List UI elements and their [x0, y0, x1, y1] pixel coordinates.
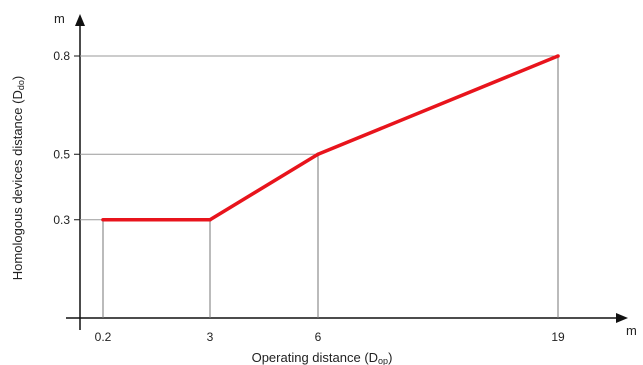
x-tick-label: 3 [207, 330, 214, 344]
data-point [101, 217, 105, 222]
data-point [316, 152, 320, 157]
y-axis-title: Homologous devices distance (Ddo) [10, 76, 26, 280]
x-tick-label: 19 [551, 330, 565, 344]
y-axis-arrow [75, 14, 85, 26]
y-unit-label: m [54, 11, 65, 26]
data-point [556, 54, 560, 58]
x-unit-label: m [626, 323, 637, 338]
x-axis-arrow [616, 313, 628, 323]
plot-area: 0.3 0.5 0.8 0.2 3 6 19 [53, 49, 565, 344]
data-point [208, 217, 212, 222]
y-tick-label: 0.5 [53, 147, 70, 161]
x-tick-label: 6 [315, 330, 322, 344]
y-tick-label: 0.8 [53, 49, 70, 63]
x-tick-label: 0.2 [95, 330, 112, 344]
series-line [103, 54, 559, 222]
axes [66, 14, 628, 330]
x-axis-title: Operating distance (Dop) [252, 350, 393, 365]
y-tick-label: 0.3 [53, 213, 70, 227]
